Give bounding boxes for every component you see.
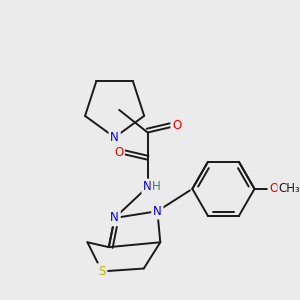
Text: S: S [98, 265, 106, 278]
Text: O: O [114, 146, 123, 159]
Text: N: N [110, 212, 119, 224]
Text: N: N [143, 180, 152, 194]
Text: H: H [152, 180, 161, 194]
Text: CH₃: CH₃ [279, 182, 300, 195]
Text: N: N [153, 205, 162, 218]
Text: O: O [172, 119, 182, 132]
Text: N: N [110, 131, 119, 144]
Text: O: O [269, 182, 279, 195]
